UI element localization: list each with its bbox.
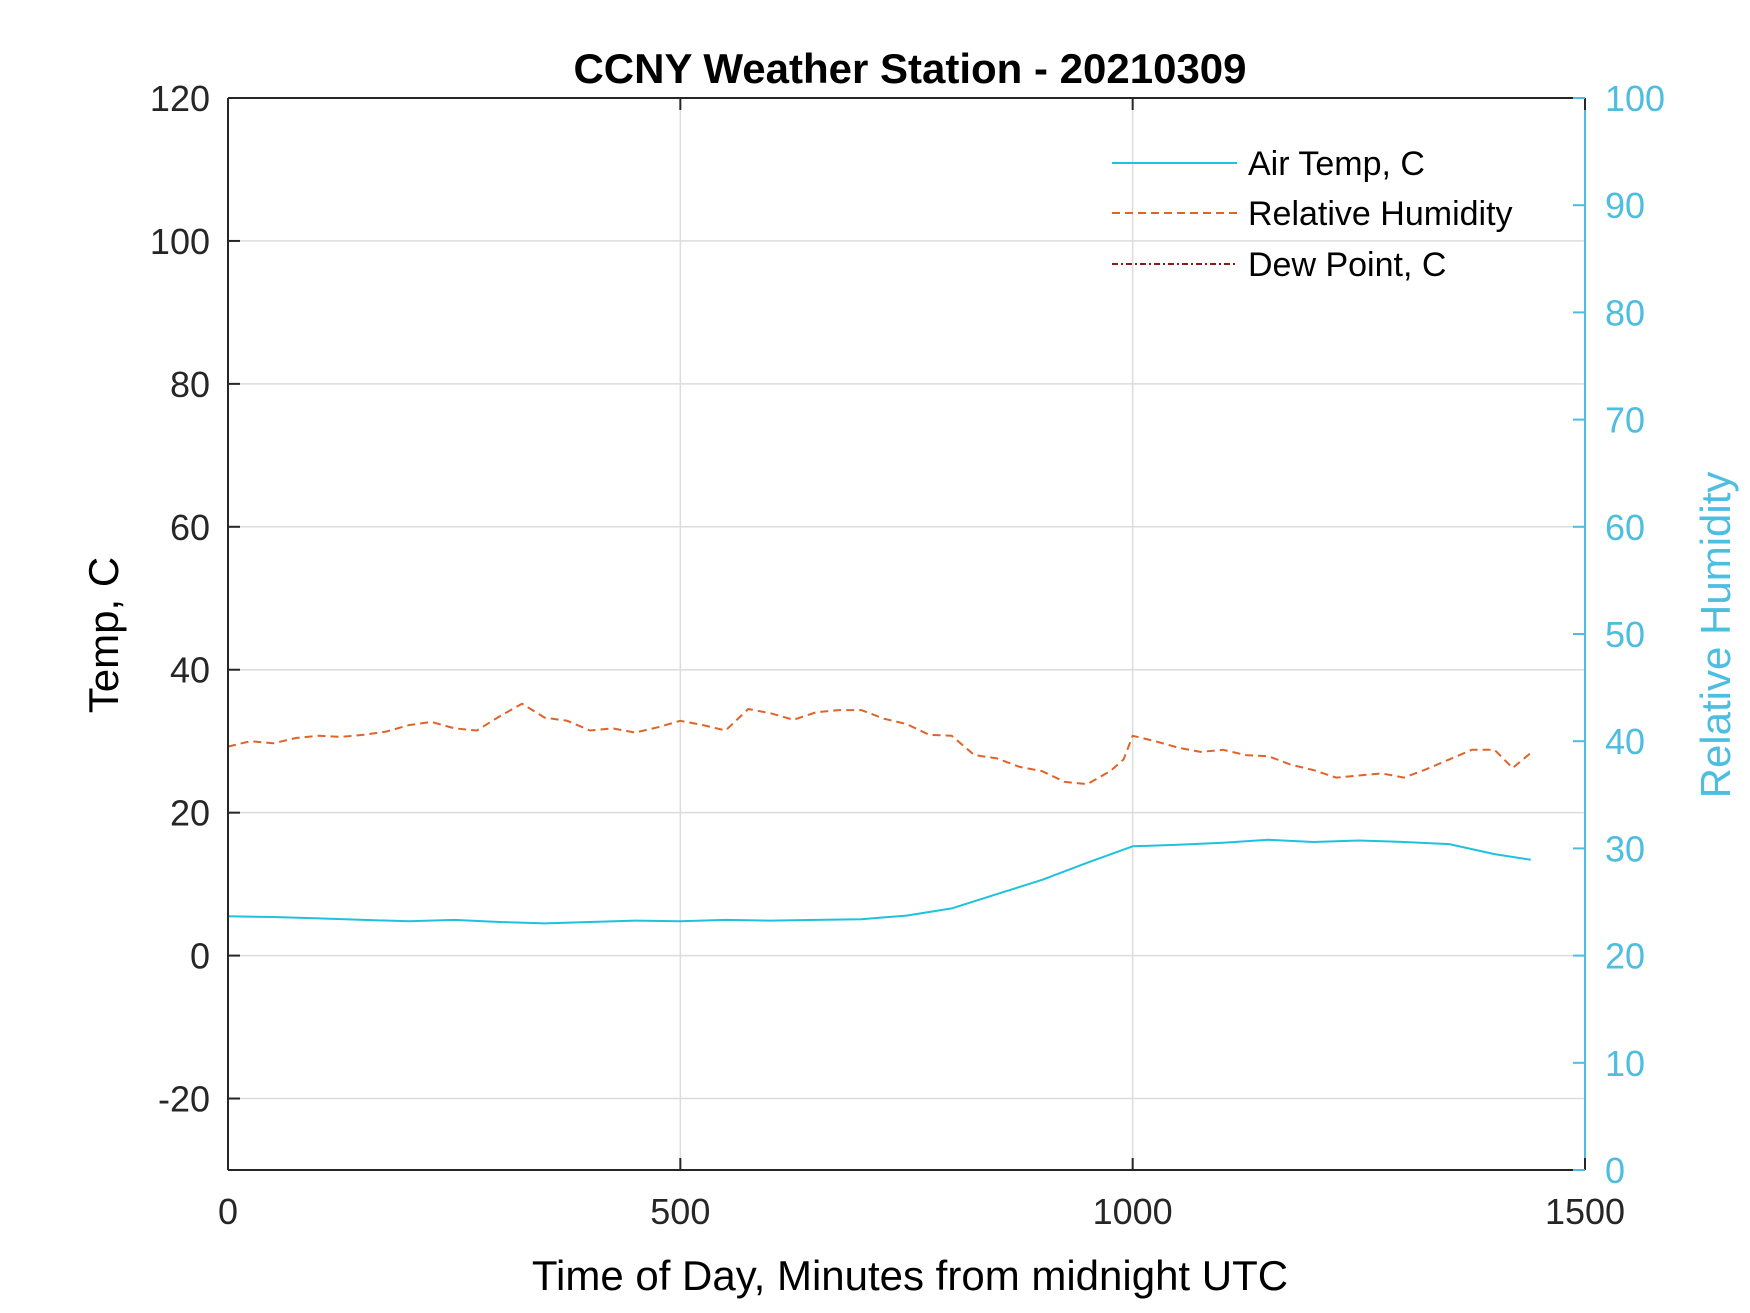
legend: Air Temp, C Relative Humidity Dew Point, C <box>1112 145 1513 284</box>
y-tick-label-right: 10 <box>1605 1043 1645 1084</box>
legend-label-humidity: Relative Humidity <box>1248 195 1513 233</box>
y-tick-label-right: 90 <box>1605 185 1645 226</box>
y-tick-label-left: 20 <box>170 793 210 834</box>
y-tick-label-left: 0 <box>190 936 210 977</box>
y-tick-label-right: 50 <box>1605 614 1645 655</box>
y-tick-label-right: 70 <box>1605 400 1645 441</box>
y-tick-label-right: 80 <box>1605 292 1645 333</box>
x-tick-label: 1500 <box>1545 1191 1625 1232</box>
grid <box>228 98 1585 1170</box>
axes: 0 500 1000 1500 -20 0 20 40 60 80 100 120 0 10 20 30 40 5… <box>150 78 1665 1232</box>
x-tick-label: 500 <box>650 1191 710 1232</box>
y-tick-label-right: 0 <box>1605 1150 1625 1191</box>
y-axis-label-right: Relative Humidity <box>1692 472 1739 799</box>
x-tick-label: 0 <box>218 1191 238 1232</box>
x-axis-label: Time of Day, Minutes from midnight UTC <box>532 1252 1288 1299</box>
legend-label-air-temp: Air Temp, C <box>1248 145 1425 183</box>
series-line-air-temp <box>227 838 1531 925</box>
y-tick-label-left: 40 <box>170 650 210 691</box>
series-line-humidity <box>227 702 1532 786</box>
y-tick-label-right: 100 <box>1605 78 1665 119</box>
y-axis-label-left: Temp, C <box>80 557 127 713</box>
y-tick-label-right: 20 <box>1605 936 1645 977</box>
y-tick-label-left: 100 <box>150 221 210 262</box>
series-layer <box>227 702 1532 925</box>
chart-title: CCNY Weather Station - 20210309 <box>573 45 1246 92</box>
y-tick-label-left: 60 <box>170 507 210 548</box>
x-tick-label: 1000 <box>1093 1191 1173 1232</box>
y-tick-label-left: 120 <box>150 78 210 119</box>
y-tick-label-right: 40 <box>1605 721 1645 762</box>
y-tick-label-right: 60 <box>1605 507 1645 548</box>
legend-label-dew-point: Dew Point, C <box>1248 246 1446 284</box>
y-tick-label-left: 80 <box>170 364 210 405</box>
y-tick-label-right: 30 <box>1605 828 1645 869</box>
y-tick-label-left: -20 <box>158 1079 210 1120</box>
